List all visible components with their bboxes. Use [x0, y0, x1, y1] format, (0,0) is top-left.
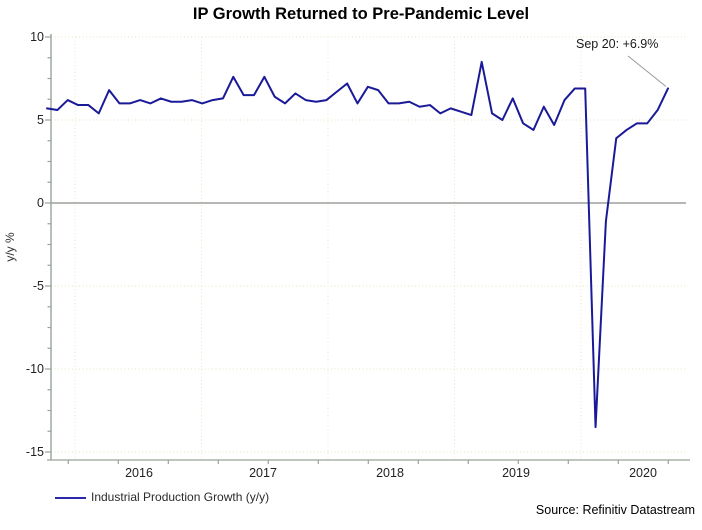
series-line [46, 60, 669, 429]
source-credit: Source: Refinitiv Datastream [535, 503, 695, 517]
y-tick-label: -15 [25, 445, 44, 459]
y-tick-label: 5 [37, 113, 44, 127]
x-tick-label: 2018 [376, 466, 404, 480]
legend-label: Industrial Production Growth (y/y) [91, 490, 270, 504]
x-tick-label: 2019 [502, 466, 530, 480]
x-tick-label: 2016 [125, 466, 153, 480]
chart-title: IP Growth Returned to Pre-Pandemic Level [192, 5, 530, 23]
y-tick-label: -5 [32, 279, 44, 293]
y-tick-label: 0 [37, 196, 44, 210]
y-tick-label: -10 [25, 362, 44, 376]
annotation-sep20: Sep 20: +6.9% [576, 37, 659, 51]
x-tick-label: 2017 [249, 466, 277, 480]
annotation-leader-line [627, 55, 667, 87]
legend-line-swatch [55, 497, 86, 499]
x-tick-label: 2020 [629, 466, 657, 480]
y-tick-label: 10 [30, 30, 44, 44]
